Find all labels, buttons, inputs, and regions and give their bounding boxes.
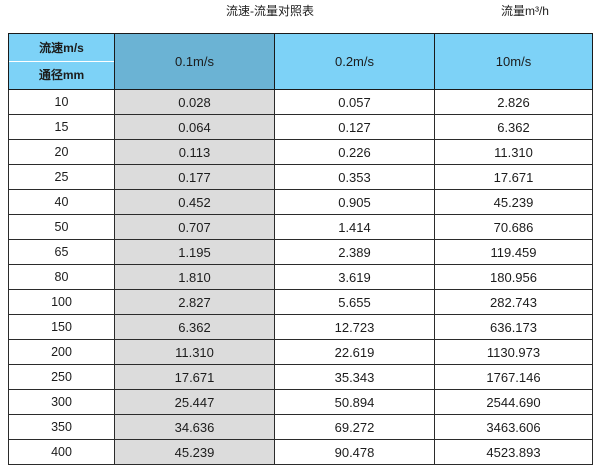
corner-header-cell: 流速m/s 通径mm — [8, 33, 115, 90]
cell-diameter-mm: 300 — [8, 389, 115, 415]
cell-diameter-mm: 250 — [8, 364, 115, 390]
cell-flow-10ms: 17.671 — [434, 164, 593, 190]
cell-diameter-mm: 100 — [8, 289, 115, 315]
flow-velocity-table-wrapper: 流速m/s 通径mm 0.1m/s 0.2m/s 10m/s 10 0.028 0.… — [8, 33, 593, 465]
cell-flow-10ms: 2544.690 — [434, 389, 593, 415]
cell-flow-0.2ms: 0.353 — [274, 164, 435, 190]
cell-flow-0.2ms: 1.414 — [274, 214, 435, 240]
cell-flow-0.2ms: 12.723 — [274, 314, 435, 340]
cell-flow-10ms: 1130.973 — [434, 339, 593, 365]
table-row: 65 1.195 2.389 119.459 — [8, 239, 593, 265]
cell-flow-10ms: 1767.146 — [434, 364, 593, 390]
header-row: 流速m/s 通径mm 0.1m/s 0.2m/s 10m/s — [8, 33, 593, 90]
cell-flow-10ms: 45.239 — [434, 189, 593, 215]
cell-flow-10ms: 4523.893 — [434, 439, 593, 465]
corner-header-velocity-label: 流速m/s — [9, 35, 114, 62]
cell-flow-0.1ms: 25.447 — [114, 389, 275, 415]
cell-flow-0.2ms: 3.619 — [274, 264, 435, 290]
cell-diameter-mm: 40 — [8, 189, 115, 215]
cell-diameter-mm: 20 — [8, 139, 115, 165]
cell-flow-0.1ms: 0.177 — [114, 164, 275, 190]
table-row: 25 0.177 0.353 17.671 — [8, 164, 593, 190]
cell-flow-0.1ms: 1.195 — [114, 239, 275, 265]
cell-flow-0.2ms: 0.905 — [274, 189, 435, 215]
cell-diameter-mm: 25 — [8, 164, 115, 190]
column-header-10ms: 10m/s — [434, 33, 593, 90]
cell-flow-0.1ms: 17.671 — [114, 364, 275, 390]
cell-flow-0.1ms: 0.028 — [114, 89, 275, 115]
cell-diameter-mm: 200 — [8, 339, 115, 365]
column-header-0.2ms: 0.2m/s — [274, 33, 435, 90]
cell-flow-0.1ms: 45.239 — [114, 439, 275, 465]
table-row: 100 2.827 5.655 282.743 — [8, 289, 593, 315]
table-row: 20 0.113 0.226 11.310 — [8, 139, 593, 165]
flow-unit-label: 流量m³/h — [500, 4, 549, 18]
cell-flow-10ms: 11.310 — [434, 139, 593, 165]
cell-flow-10ms: 3463.606 — [434, 414, 593, 440]
cell-diameter-mm: 65 — [8, 239, 115, 265]
cell-flow-10ms: 282.743 — [434, 289, 593, 315]
cell-diameter-mm: 350 — [8, 414, 115, 440]
flow-velocity-table: 流速m/s 通径mm 0.1m/s 0.2m/s 10m/s 10 0.028 0.… — [8, 33, 593, 465]
table-body: 10 0.028 0.057 2.826 15 0.064 0.127 6.362 20 0.11… — [8, 89, 593, 465]
cell-flow-0.1ms: 0.064 — [114, 114, 275, 140]
cell-flow-10ms: 2.826 — [434, 89, 593, 115]
table-row: 250 17.671 35.343 1767.146 — [8, 364, 593, 390]
cell-flow-0.1ms: 0.707 — [114, 214, 275, 240]
corner-header-diameter-label: 通径mm — [38, 68, 85, 82]
table-row: 300 25.447 50.894 2544.690 — [8, 389, 593, 415]
cell-flow-0.2ms: 22.619 — [274, 339, 435, 365]
cell-flow-0.1ms: 6.362 — [114, 314, 275, 340]
cell-flow-10ms: 180.956 — [434, 264, 593, 290]
table-row: 400 45.239 90.478 4523.893 — [8, 439, 593, 465]
table-header: 流速m/s 通径mm 0.1m/s 0.2m/s 10m/s — [8, 33, 593, 90]
cell-flow-10ms: 6.362 — [434, 114, 593, 140]
column-header-0.1ms: 0.1m/s — [114, 33, 275, 90]
cell-diameter-mm: 50 — [8, 214, 115, 240]
cell-flow-0.2ms: 69.272 — [274, 414, 435, 440]
cell-flow-0.2ms: 50.894 — [274, 389, 435, 415]
page-title: 流速-流量对照表 — [226, 4, 314, 18]
caption-row: 流速-流量对照表 流量m³/h — [0, 0, 600, 30]
cell-diameter-mm: 10 — [8, 89, 115, 115]
table-row: 50 0.707 1.414 70.686 — [8, 214, 593, 240]
cell-flow-0.1ms: 0.113 — [114, 139, 275, 165]
cell-diameter-mm: 15 — [8, 114, 115, 140]
cell-flow-10ms: 636.173 — [434, 314, 593, 340]
cell-flow-0.2ms: 35.343 — [274, 364, 435, 390]
cell-diameter-mm: 400 — [8, 439, 115, 465]
cell-flow-0.1ms: 1.810 — [114, 264, 275, 290]
cell-flow-0.1ms: 0.452 — [114, 189, 275, 215]
cell-flow-0.2ms: 0.057 — [274, 89, 435, 115]
cell-flow-0.1ms: 11.310 — [114, 339, 275, 365]
table-row: 80 1.810 3.619 180.956 — [8, 264, 593, 290]
table-row: 150 6.362 12.723 636.173 — [8, 314, 593, 340]
table-row: 40 0.452 0.905 45.239 — [8, 189, 593, 215]
cell-flow-0.1ms: 34.636 — [114, 414, 275, 440]
cell-flow-0.2ms: 0.127 — [274, 114, 435, 140]
cell-flow-0.2ms: 5.655 — [274, 289, 435, 315]
table-row: 350 34.636 69.272 3463.606 — [8, 414, 593, 440]
cell-flow-0.2ms: 0.226 — [274, 139, 435, 165]
table-row: 10 0.028 0.057 2.826 — [8, 89, 593, 115]
cell-diameter-mm: 80 — [8, 264, 115, 290]
cell-flow-10ms: 119.459 — [434, 239, 593, 265]
cell-diameter-mm: 150 — [8, 314, 115, 340]
cell-flow-0.2ms: 2.389 — [274, 239, 435, 265]
cell-flow-0.2ms: 90.478 — [274, 439, 435, 465]
table-row: 15 0.064 0.127 6.362 — [8, 114, 593, 140]
cell-flow-0.1ms: 2.827 — [114, 289, 275, 315]
corner-header-inner: 流速m/s 通径mm — [9, 35, 114, 88]
table-row: 200 11.310 22.619 1130.973 — [8, 339, 593, 365]
cell-flow-10ms: 70.686 — [434, 214, 593, 240]
